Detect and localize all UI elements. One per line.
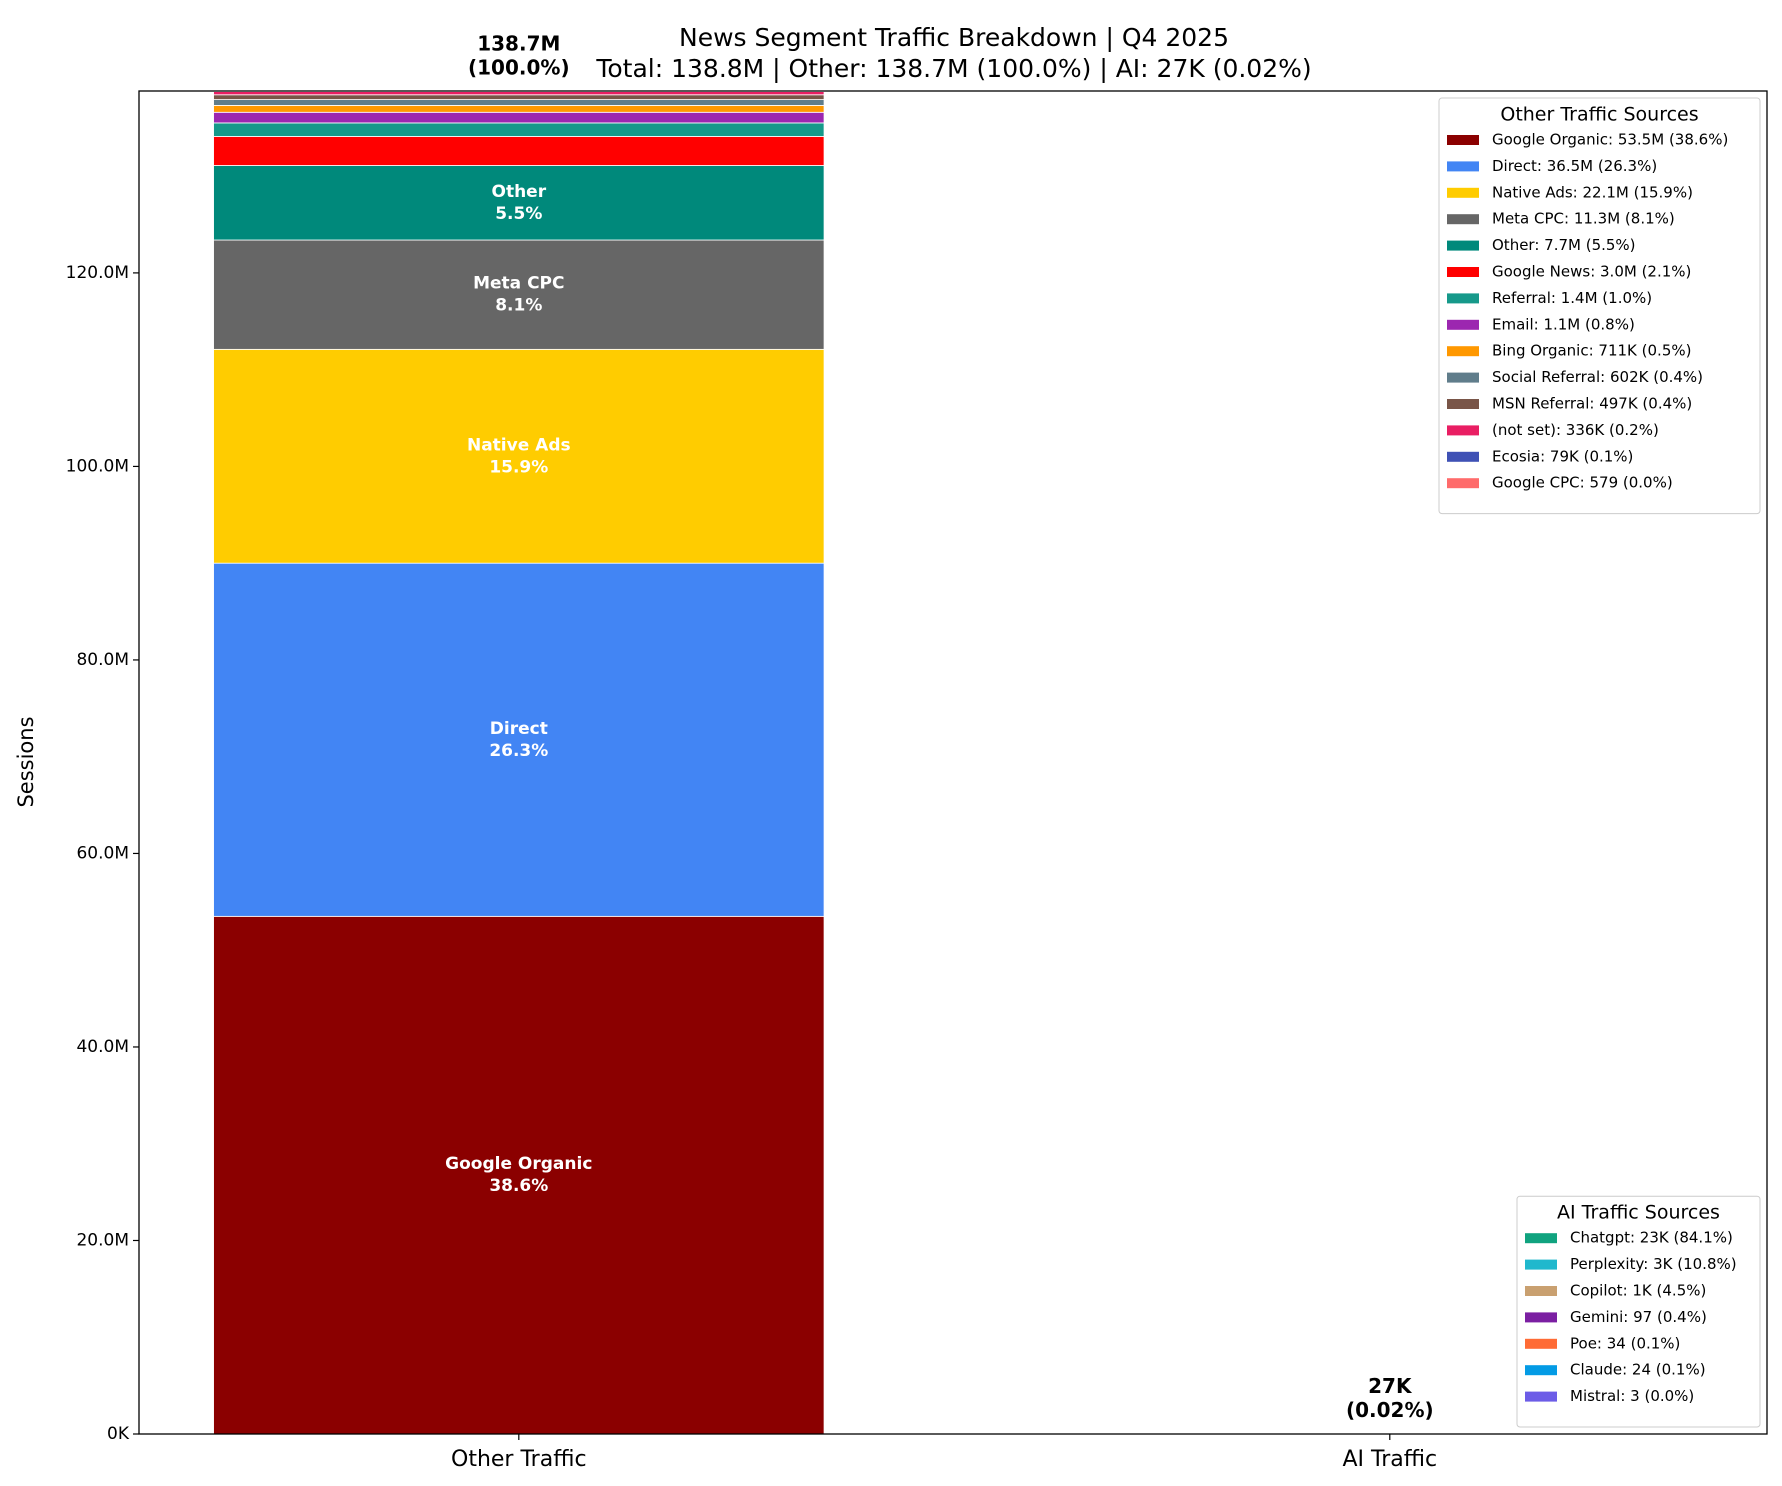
y-tick-label: 120.0M: [66, 263, 129, 283]
plot-frame: [138, 90, 1768, 1435]
chart-subtitle: Total: 138.8M | Other: 138.7M (100.0%) |…: [595, 54, 1311, 83]
legend-swatch: [1525, 1286, 1557, 1296]
x-tick-label: AI Traffic: [1342, 1447, 1437, 1472]
legend-swatch: [1525, 1259, 1557, 1270]
segment-name: Other: [492, 182, 547, 202]
legend-swatch: [1447, 319, 1479, 330]
y-tick-label: 0K: [107, 1424, 130, 1444]
legend-swatch: [1447, 425, 1479, 436]
legend-label: MSN Referral: 497K (0.4%): [1492, 395, 1692, 413]
bar-segment: [213, 99, 825, 106]
segment-share: 8.1%: [495, 296, 542, 316]
segment-name: Meta CPC: [473, 274, 564, 294]
bar-segment: [213, 91, 825, 96]
y-tick-label: 60.0M: [76, 843, 129, 863]
bar-segment: [213, 348, 825, 564]
legend-swatch: [1447, 451, 1479, 462]
legend-label: Poe: 34 (0.1%): [1570, 1334, 1680, 1352]
legend-label: Other: 7.7M (5.5%): [1492, 236, 1636, 254]
legend-swatch: [1447, 135, 1479, 145]
legend-swatch: [1525, 1365, 1557, 1376]
segment-share: 15.9%: [489, 457, 548, 477]
legend-label: Native Ads: 22.1M (15.9%): [1492, 183, 1693, 201]
legend-label: Mistral: 3 (0.0%): [1570, 1387, 1694, 1405]
legend-swatch: [1447, 399, 1479, 409]
legend-swatch: [1447, 478, 1479, 489]
legend-label: Google News: 3.0M (2.1%): [1492, 263, 1691, 281]
chart-title: News Segment Traffic Breakdown | Q4 2025: [679, 23, 1229, 52]
legend-label: Ecosia: 79K (0.1%): [1492, 447, 1633, 465]
legend-label: Bing Organic: 711K (0.5%): [1492, 342, 1691, 360]
legend-box: [1516, 1195, 1761, 1428]
y-tick-label: 80.0M: [76, 650, 129, 670]
y-tick-label: 20.0M: [76, 1230, 129, 1250]
legend-label: Referral: 1.4M (1.0%): [1492, 289, 1652, 307]
legend-label: Gemini: 97 (0.4%): [1570, 1308, 1707, 1326]
legend-label: Google CPC: 579 (0.0%): [1492, 474, 1673, 492]
bar-segment: [213, 122, 825, 137]
bar-segment: [213, 105, 825, 113]
legend-swatch: [1447, 293, 1479, 304]
legend-label: Copilot: 1K (4.5%): [1570, 1282, 1706, 1300]
legend: AI Traffic Sources Chatgpt: 23K (84.1%) Pe…: [1516, 1195, 1761, 1428]
bar-segment: [213, 915, 825, 1435]
legend-swatch: [1447, 240, 1479, 251]
legend-label: Chatgpt: 23K (84.1%): [1570, 1229, 1733, 1247]
bar-segment: [213, 239, 825, 350]
x-tick-label: Other Traffic: [451, 1447, 587, 1472]
legend-swatch: [1525, 1338, 1557, 1349]
legend-label: (not set): 336K (0.2%): [1492, 421, 1659, 439]
bar-segment: [213, 111, 825, 124]
legend-label: Social Referral: 602K (0.4%): [1492, 368, 1703, 386]
bar-segment: [213, 562, 825, 917]
legend-swatch: [1447, 214, 1479, 225]
legend-swatch: [1525, 1233, 1557, 1244]
legend-label: Claude: 24 (0.1%): [1570, 1361, 1706, 1379]
legend-label: Meta CPC: 11.3M (8.1%): [1492, 210, 1675, 228]
legend-swatch: [1447, 187, 1479, 198]
legend-swatch: [1525, 1391, 1557, 1402]
segment-name: Native Ads: [467, 435, 571, 455]
segment-share: 26.3%: [489, 741, 548, 761]
bar-segment: [213, 136, 825, 166]
bar-segment: [213, 165, 825, 241]
segment-name: Direct: [490, 719, 548, 739]
legend-label: Perplexity: 3K (10.8%): [1570, 1255, 1737, 1273]
y-axis-label: Sessions: [14, 716, 38, 807]
legend-swatch: [1447, 267, 1479, 277]
y-tick-label: 100.0M: [66, 456, 129, 476]
legend-label: Google Organic: 53.5M (38.6%): [1492, 131, 1728, 149]
legend-title: AI Traffic Sources: [1557, 1202, 1720, 1224]
legend: Other Traffic Sources Google Organic: 53.…: [1438, 97, 1761, 515]
legend-swatch: [1447, 346, 1479, 357]
total-label: (0.02%): [1346, 1398, 1434, 1422]
segment-name: Google Organic: [445, 1154, 592, 1174]
segment-share: 38.6%: [489, 1176, 548, 1196]
total-label: (100.0%): [468, 55, 570, 79]
legend-swatch: [1447, 161, 1479, 172]
legend-label: Direct: 36.5M (26.3%): [1492, 157, 1657, 175]
legend-swatch: [1525, 1312, 1557, 1323]
legend-title: Other Traffic Sources: [1500, 104, 1698, 126]
legend-label: Email: 1.1M (0.8%): [1492, 315, 1635, 333]
legend-box: [1438, 97, 1761, 515]
legend-swatch: [1447, 372, 1479, 383]
total-label: 138.7M: [477, 31, 560, 55]
bar-segment: [213, 94, 825, 100]
segment-share: 5.5%: [495, 204, 542, 224]
y-tick-label: 40.0M: [76, 1037, 129, 1057]
total-label: 27K: [1368, 1374, 1413, 1398]
